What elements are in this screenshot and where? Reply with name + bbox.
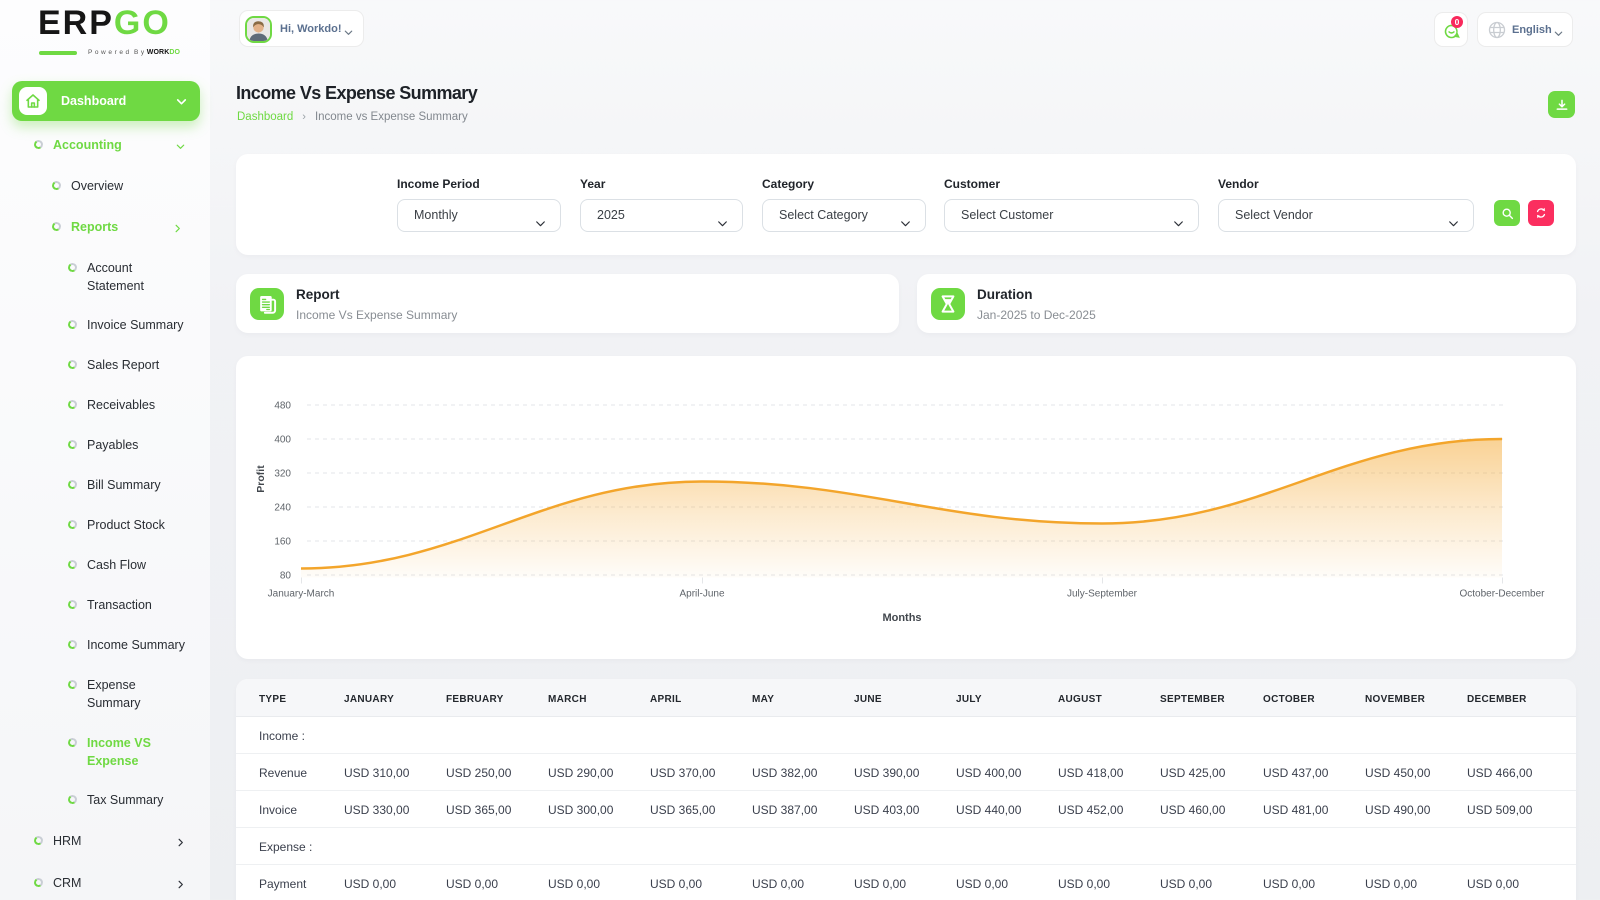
svg-text:240: 240 [274, 503, 291, 514]
svg-text:400: 400 [274, 435, 291, 446]
svg-text:160: 160 [274, 537, 291, 548]
svg-text:April-June: April-June [679, 589, 724, 600]
svg-text:480: 480 [274, 401, 291, 412]
svg-text:July-September: July-September [1067, 589, 1138, 600]
svg-text:Profit: Profit [255, 465, 267, 493]
svg-text:January-March: January-March [268, 589, 335, 600]
svg-text:80: 80 [280, 571, 292, 582]
svg-text:Months: Months [882, 612, 921, 624]
svg-text:320: 320 [274, 469, 291, 480]
svg-text:October-December: October-December [1459, 589, 1545, 600]
